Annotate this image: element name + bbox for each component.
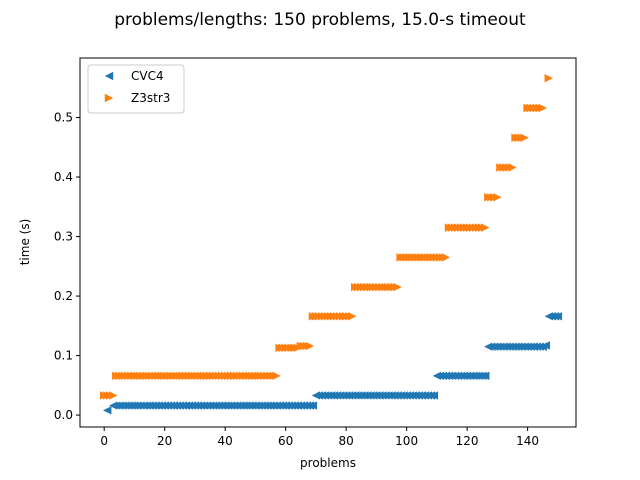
data-point [544,74,553,83]
legend: CVC4 Z3str3 [87,64,185,114]
data-point [305,341,315,351]
x-tick-label: 60 [278,434,293,448]
data-point [103,406,112,415]
series-cvc4 [103,312,563,415]
data-point [481,223,490,232]
y-tick-label: 0.0 [54,408,73,422]
data-point [393,282,402,292]
x-axis: 0 20 40 60 80 100 120 140 [100,427,539,448]
legend-label-cvc4: CVC4 [131,69,164,83]
legend-marker-z3str3 [104,93,114,103]
x-tick-label: 120 [456,434,479,448]
y-tick-label: 0.5 [54,111,73,125]
x-tick-label: 40 [218,434,233,448]
data-point [429,391,439,400]
data-point [308,401,318,410]
data-point [272,371,281,381]
x-tick-label: 20 [157,434,172,448]
y-tick-label: 0.2 [54,289,73,303]
x-tick-label: 80 [339,434,354,448]
x-tick-label: 0 [100,434,108,448]
data-point [441,253,451,262]
y-tick-label: 0.1 [54,349,73,363]
x-tick-label: 140 [516,434,539,448]
y-axis: 0.0 0.1 0.2 0.3 0.4 0.5 [54,111,80,422]
data-point [481,371,490,381]
axes-frame [79,57,577,428]
data-point [493,193,502,202]
legend-marker-cvc4 [104,71,114,81]
y-tick-label: 0.4 [54,170,73,184]
chart-title: problems/lengths: 150 problems, 15.0-s t… [114,10,526,30]
data-point [109,391,118,400]
y-tick-label: 0.3 [54,230,73,244]
y-axis-label: time (s) [18,219,32,266]
x-tick-label: 100 [395,434,418,448]
data-point [508,163,517,172]
plot-area [99,74,563,415]
data-point [538,103,547,113]
series-z3str3 [99,74,553,400]
legend-label-z3str3: Z3str3 [131,91,170,105]
data-point [553,312,563,321]
data-point [347,312,357,321]
data-point [520,133,529,142]
x-axis-label: problems [300,456,356,470]
data-point [541,341,550,350]
